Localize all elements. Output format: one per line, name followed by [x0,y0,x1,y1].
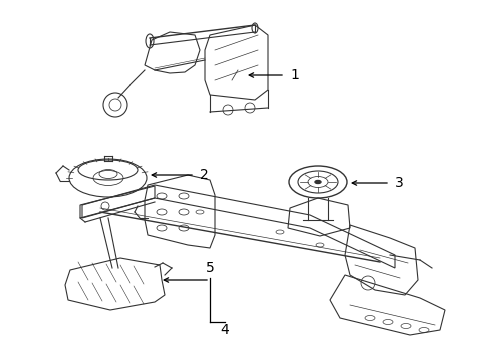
Text: 3: 3 [395,176,404,190]
Text: 5: 5 [206,261,215,275]
Text: 4: 4 [220,323,229,337]
Text: 2: 2 [200,168,209,182]
Text: 1: 1 [290,68,299,82]
Ellipse shape [315,180,321,184]
